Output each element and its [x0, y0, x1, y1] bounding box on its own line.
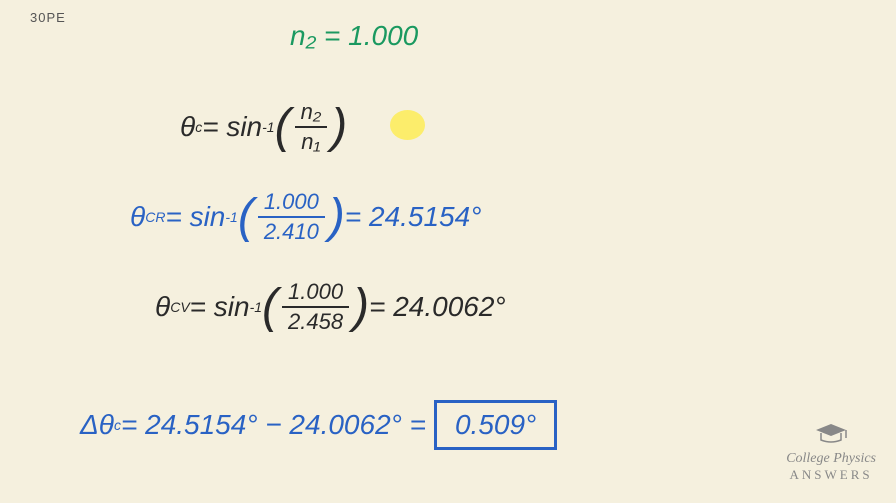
denominator: 2.458	[282, 308, 349, 334]
result-violet: = 24.0062°	[369, 291, 506, 323]
delta-theta-symbol: Δθ	[80, 409, 114, 441]
theta-symbol: θ	[130, 201, 145, 233]
numerator: n₂	[295, 100, 328, 128]
subscript-c: c	[114, 417, 121, 433]
superscript-inverse: -1	[250, 299, 262, 315]
result-red: = 24.5154°	[345, 201, 482, 233]
delta-expression: = 24.5154° − 24.0062° =	[121, 409, 426, 441]
fraction-n: n₂ n₁	[295, 100, 328, 154]
denominator: n₁	[295, 128, 326, 154]
numerator: 1.000	[258, 190, 325, 218]
calc-red-light: θCR = sin-1 ( 1.000 2.410 ) = 24.5154°	[130, 190, 481, 244]
superscript-inverse: -1	[225, 209, 237, 225]
equals-sin: = sin	[190, 291, 250, 323]
subscript-cv: CV	[170, 299, 189, 315]
final-answer-box: 0.509°	[434, 400, 557, 450]
logo-text: College Physics ANSWERS	[786, 451, 876, 483]
numerator: 1.000	[282, 280, 349, 308]
logo-line1: College Physics	[786, 451, 876, 468]
delta-theta-calc: Δθc = 24.5154° − 24.0062° = 0.509°	[80, 400, 557, 450]
denominator: 2.410	[258, 218, 325, 244]
college-physics-logo: College Physics ANSWERS	[786, 422, 876, 483]
graduation-cap-icon	[786, 422, 876, 451]
subscript-c: c	[195, 119, 202, 135]
critical-angle-formula: θc = sin-1 ( n₂ n₁ )	[180, 100, 896, 154]
given-equation: n₂ = 1.000	[290, 20, 418, 52]
superscript-inverse: -1	[262, 119, 274, 135]
problem-label: 30PE	[30, 10, 66, 25]
subscript-cr: CR	[145, 209, 165, 225]
logo-line2: ANSWERS	[786, 467, 876, 483]
fraction-red: 1.000 2.410	[258, 190, 325, 244]
theta-symbol: θ	[155, 291, 170, 323]
equals-sin: = sin	[202, 111, 262, 143]
equals-sin: = sin	[165, 201, 225, 233]
theta-symbol: θ	[180, 111, 195, 143]
fraction-violet: 1.000 2.458	[282, 280, 349, 334]
calc-violet-light: θCV = sin-1 ( 1.000 2.458 ) = 24.0062°	[155, 280, 506, 334]
